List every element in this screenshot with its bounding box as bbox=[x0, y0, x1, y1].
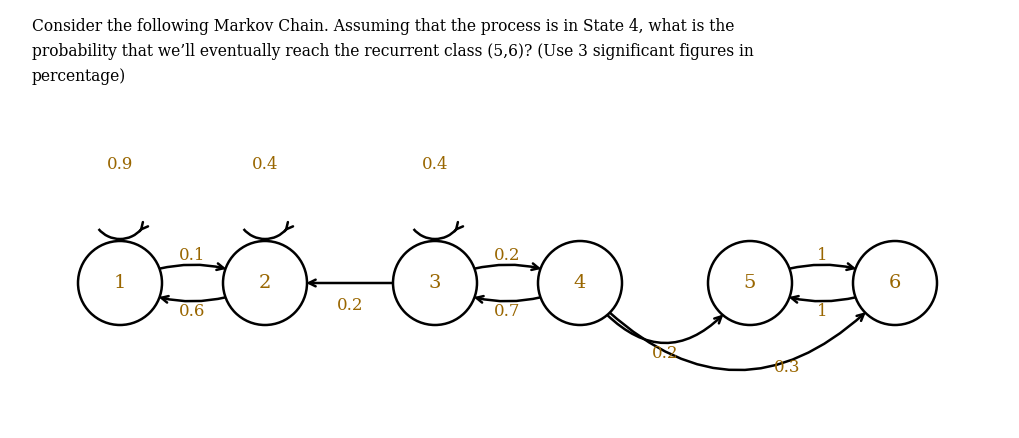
FancyArrowPatch shape bbox=[476, 296, 541, 303]
Text: 0.2: 0.2 bbox=[651, 345, 678, 361]
FancyArrowPatch shape bbox=[473, 263, 538, 270]
Text: 2: 2 bbox=[259, 274, 271, 292]
Circle shape bbox=[392, 241, 477, 325]
Circle shape bbox=[852, 241, 936, 325]
Text: 0.4: 0.4 bbox=[252, 156, 278, 173]
Text: 0.3: 0.3 bbox=[773, 360, 800, 377]
FancyArrowPatch shape bbox=[161, 296, 226, 303]
Text: 5: 5 bbox=[743, 274, 755, 292]
Text: probability that we’ll eventually reach the recurrent class (5,6)? (Use 3 signif: probability that we’ll eventually reach … bbox=[32, 43, 753, 60]
Text: 3: 3 bbox=[428, 274, 441, 292]
Text: 1: 1 bbox=[816, 303, 827, 319]
FancyArrowPatch shape bbox=[791, 296, 856, 303]
Circle shape bbox=[537, 241, 622, 325]
FancyArrowPatch shape bbox=[309, 280, 393, 286]
Text: 0.4: 0.4 bbox=[421, 156, 447, 173]
Text: 0.9: 0.9 bbox=[107, 156, 133, 173]
FancyArrowPatch shape bbox=[608, 312, 863, 370]
FancyArrowPatch shape bbox=[159, 263, 223, 270]
Text: 6: 6 bbox=[888, 274, 901, 292]
Text: percentage): percentage) bbox=[32, 68, 126, 85]
Text: 4: 4 bbox=[574, 274, 586, 292]
FancyArrowPatch shape bbox=[606, 314, 720, 343]
FancyArrowPatch shape bbox=[788, 263, 853, 270]
Text: 0.2: 0.2 bbox=[494, 247, 521, 264]
Circle shape bbox=[77, 241, 162, 325]
Text: 1: 1 bbox=[114, 274, 126, 292]
Text: 1: 1 bbox=[816, 247, 827, 264]
Circle shape bbox=[223, 241, 307, 325]
Text: 0.2: 0.2 bbox=[336, 297, 363, 314]
Text: 0.7: 0.7 bbox=[494, 303, 521, 319]
Circle shape bbox=[707, 241, 791, 325]
Text: 0.6: 0.6 bbox=[179, 303, 206, 319]
Text: Consider the following Markov Chain. Assuming that the process is in State 4, wh: Consider the following Markov Chain. Ass… bbox=[32, 18, 734, 35]
Text: 0.1: 0.1 bbox=[179, 247, 206, 264]
